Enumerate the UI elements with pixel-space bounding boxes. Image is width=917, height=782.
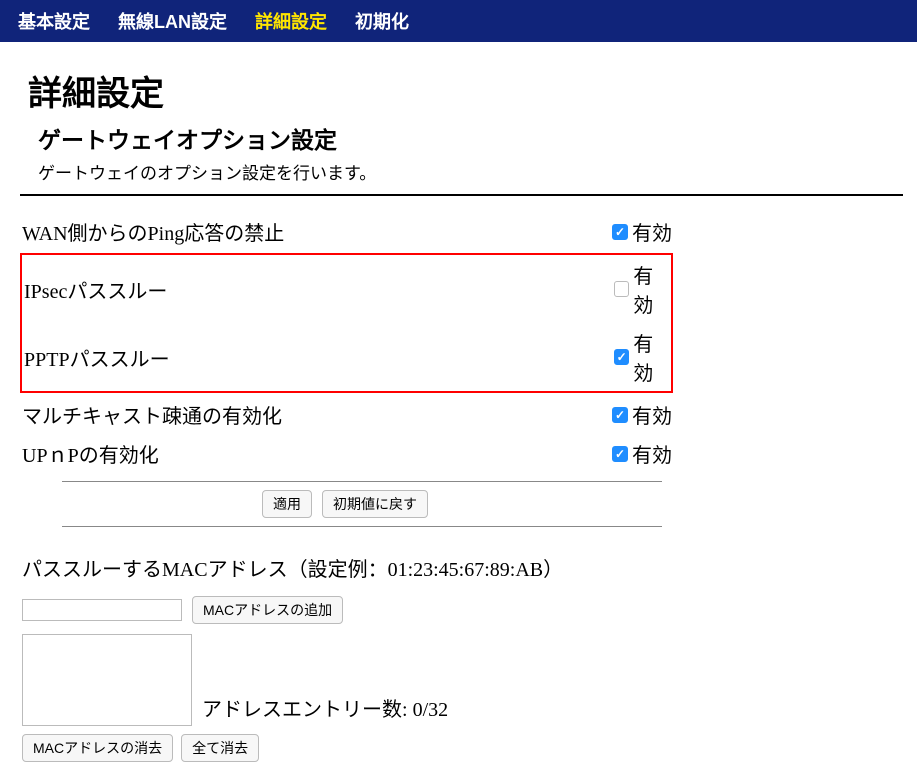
apply-button[interactable]: 適用 — [262, 490, 312, 518]
mac-passthrough-section: パススルーするMACアドレス（設定例：01:23:45:67:89:AB） MA… — [20, 553, 903, 762]
mac-delete-button[interactable]: MACアドレスの消去 — [22, 734, 173, 762]
checkbox-wan-ping[interactable] — [612, 224, 628, 240]
checkbox-ipsec[interactable] — [614, 281, 629, 297]
divider-thin-top — [62, 481, 662, 482]
checkbox-label: 有効 — [632, 400, 672, 429]
checkbox-label: 有効 — [633, 260, 671, 318]
checkbox-label: 有効 — [633, 328, 671, 386]
checkbox-multicast[interactable] — [612, 407, 628, 423]
mac-section-title: パススルーするMACアドレス（設定例：01:23:45:67:89:AB） — [22, 553, 903, 582]
content-area: 詳細設定 ゲートウェイオプション設定 ゲートウェイのオプション設定を行います。 … — [0, 42, 917, 782]
option-label: WAN側からのPing応答の禁止 — [22, 217, 612, 246]
mac-delete-button-row: MACアドレスの消去 全て消去 — [22, 734, 903, 762]
mac-delete-all-button[interactable]: 全て消去 — [181, 734, 259, 762]
option-label: マルチキャスト疎通の有効化 — [22, 400, 612, 429]
option-label: UPｎPの有効化 — [22, 439, 612, 468]
nav-wireless-lan[interactable]: 無線LAN設定 — [118, 8, 227, 34]
mac-add-button[interactable]: MACアドレスの追加 — [192, 596, 343, 624]
mac-address-list[interactable] — [22, 634, 192, 726]
divider-thin-bottom — [62, 526, 662, 527]
checkbox-upnp[interactable] — [612, 446, 628, 462]
option-multicast: マルチキャスト疎通の有効化 有効 — [20, 395, 903, 434]
top-navbar: 基本設定 無線LAN設定 詳細設定 初期化 — [0, 0, 917, 42]
option-wan-ping-block: WAN側からのPing応答の禁止 有効 — [20, 212, 903, 251]
option-label: IPsecパススルー — [24, 275, 614, 304]
checkbox-label: 有効 — [632, 439, 672, 468]
checkbox-label: 有効 — [632, 217, 672, 246]
divider-thick — [20, 194, 903, 196]
mac-input-row: MACアドレスの追加 — [22, 596, 903, 624]
option-upnp: UPｎPの有効化 有効 — [20, 434, 903, 473]
nav-advanced-settings[interactable]: 詳細設定 — [255, 8, 327, 34]
option-label: PPTPパススルー — [24, 343, 614, 372]
mac-address-input[interactable] — [22, 599, 182, 621]
section-description: ゲートウェイのオプション設定を行います。 — [38, 159, 903, 184]
nav-basic-settings[interactable]: 基本設定 — [18, 8, 90, 34]
reset-default-button[interactable]: 初期値に戻す — [322, 490, 428, 518]
highlight-box: IPsecパススルー 有効 PPTPパススルー 有効 — [20, 253, 673, 393]
mac-entry-count: アドレスエントリー数: 0/32 — [202, 693, 448, 726]
nav-initialize[interactable]: 初期化 — [355, 8, 409, 34]
section-title: ゲートウェイオプション設定 — [38, 121, 903, 155]
option-pptp-passthrough: PPTPパススルー 有効 — [22, 323, 671, 391]
mac-list-row: アドレスエントリー数: 0/32 — [22, 634, 903, 726]
option-ipsec-passthrough: IPsecパススルー 有効 — [22, 255, 671, 323]
apply-button-row: 適用 初期値に戻す — [262, 490, 903, 518]
checkbox-pptp[interactable] — [614, 349, 629, 365]
page-title: 詳細設定 — [28, 66, 903, 115]
